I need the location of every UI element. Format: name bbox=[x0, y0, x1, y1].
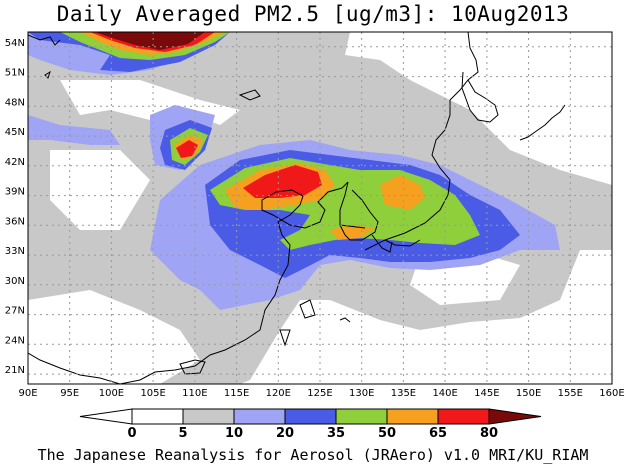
lat-label: 27N bbox=[5, 306, 25, 317]
lat-label: 45N bbox=[5, 127, 25, 138]
colorbar-label: 35 bbox=[327, 426, 345, 441]
level-50-65-south bbox=[330, 225, 375, 240]
lat-label: 39N bbox=[5, 187, 25, 198]
colorbar-label: 20 bbox=[276, 426, 294, 441]
colorbar-label: 50 bbox=[378, 426, 396, 441]
lon-label: 115E bbox=[224, 388, 249, 399]
colorbar-swatch bbox=[386, 408, 439, 425]
longitude-labels: 90E 95E 100E 105E 110E 115E 120E 125E 130E 135E 14… bbox=[18, 388, 624, 399]
colorbar-low-arrow bbox=[79, 408, 133, 425]
colorbar-label: 65 bbox=[429, 426, 447, 441]
lon-label: 125E bbox=[307, 388, 332, 399]
colorbar-swatch bbox=[437, 408, 490, 425]
lon-label: 145E bbox=[474, 388, 499, 399]
colorbar-label: 80 bbox=[480, 426, 498, 441]
level-65-80-region bbox=[243, 165, 322, 198]
colorbar-label: 5 bbox=[178, 426, 187, 441]
lat-label: 54N bbox=[5, 38, 25, 49]
lon-label: 150E bbox=[516, 388, 541, 399]
colorbar-label: 10 bbox=[225, 426, 243, 441]
graticule bbox=[28, 32, 612, 384]
lon-label: 135E bbox=[391, 388, 416, 399]
level-65-80-plume bbox=[176, 140, 198, 158]
lat-label: 24N bbox=[5, 335, 25, 346]
colorbar-swatch bbox=[131, 408, 184, 425]
colorbar-swatch bbox=[233, 408, 286, 425]
lon-label: 130E bbox=[349, 388, 374, 399]
footer-credit: The Japanese Reanalysis for Aerosol (JRA… bbox=[37, 446, 589, 464]
lon-label: 140E bbox=[432, 388, 457, 399]
lat-label: 36N bbox=[5, 216, 25, 227]
colorbar: 0 5 10 20 35 50 65 80 bbox=[79, 408, 542, 441]
level-10-20-west-arm bbox=[28, 115, 120, 145]
colorbar-swatch bbox=[182, 408, 235, 425]
lon-label: 120E bbox=[266, 388, 291, 399]
lon-label: 155E bbox=[558, 388, 583, 399]
lat-label: 21N bbox=[5, 365, 25, 376]
clean-area-west bbox=[50, 150, 150, 230]
lat-label: 30N bbox=[5, 276, 25, 287]
lat-label: 42N bbox=[5, 157, 25, 168]
colorbar-swatch bbox=[284, 408, 337, 425]
lon-label: 110E bbox=[182, 388, 207, 399]
colorbar-swatch bbox=[335, 408, 388, 425]
lon-label: 100E bbox=[99, 388, 124, 399]
map-frame bbox=[27, 31, 613, 385]
level-80-plus-region bbox=[95, 32, 205, 50]
colorbar-label: 0 bbox=[127, 426, 136, 441]
colorbar-high-arrow bbox=[488, 408, 542, 425]
lat-label: 51N bbox=[5, 68, 25, 79]
lat-label: 48N bbox=[5, 97, 25, 108]
concentration-field bbox=[28, 32, 612, 384]
latitude-labels: 21N 24N 27N 30N 33N 36N 39N 42N 45N 48N 51N 54N bbox=[5, 38, 25, 376]
lon-label: 95E bbox=[60, 388, 79, 399]
map-title: Daily Averaged PM2.5 [ug/m3]: 10Aug2013 bbox=[56, 2, 570, 26]
clean-area-south bbox=[28, 290, 200, 384]
lon-label: 160E bbox=[599, 388, 624, 399]
lat-label: 33N bbox=[5, 246, 25, 257]
level-50-65-east bbox=[380, 175, 425, 210]
lon-label: 105E bbox=[140, 388, 165, 399]
lon-label: 90E bbox=[18, 388, 37, 399]
